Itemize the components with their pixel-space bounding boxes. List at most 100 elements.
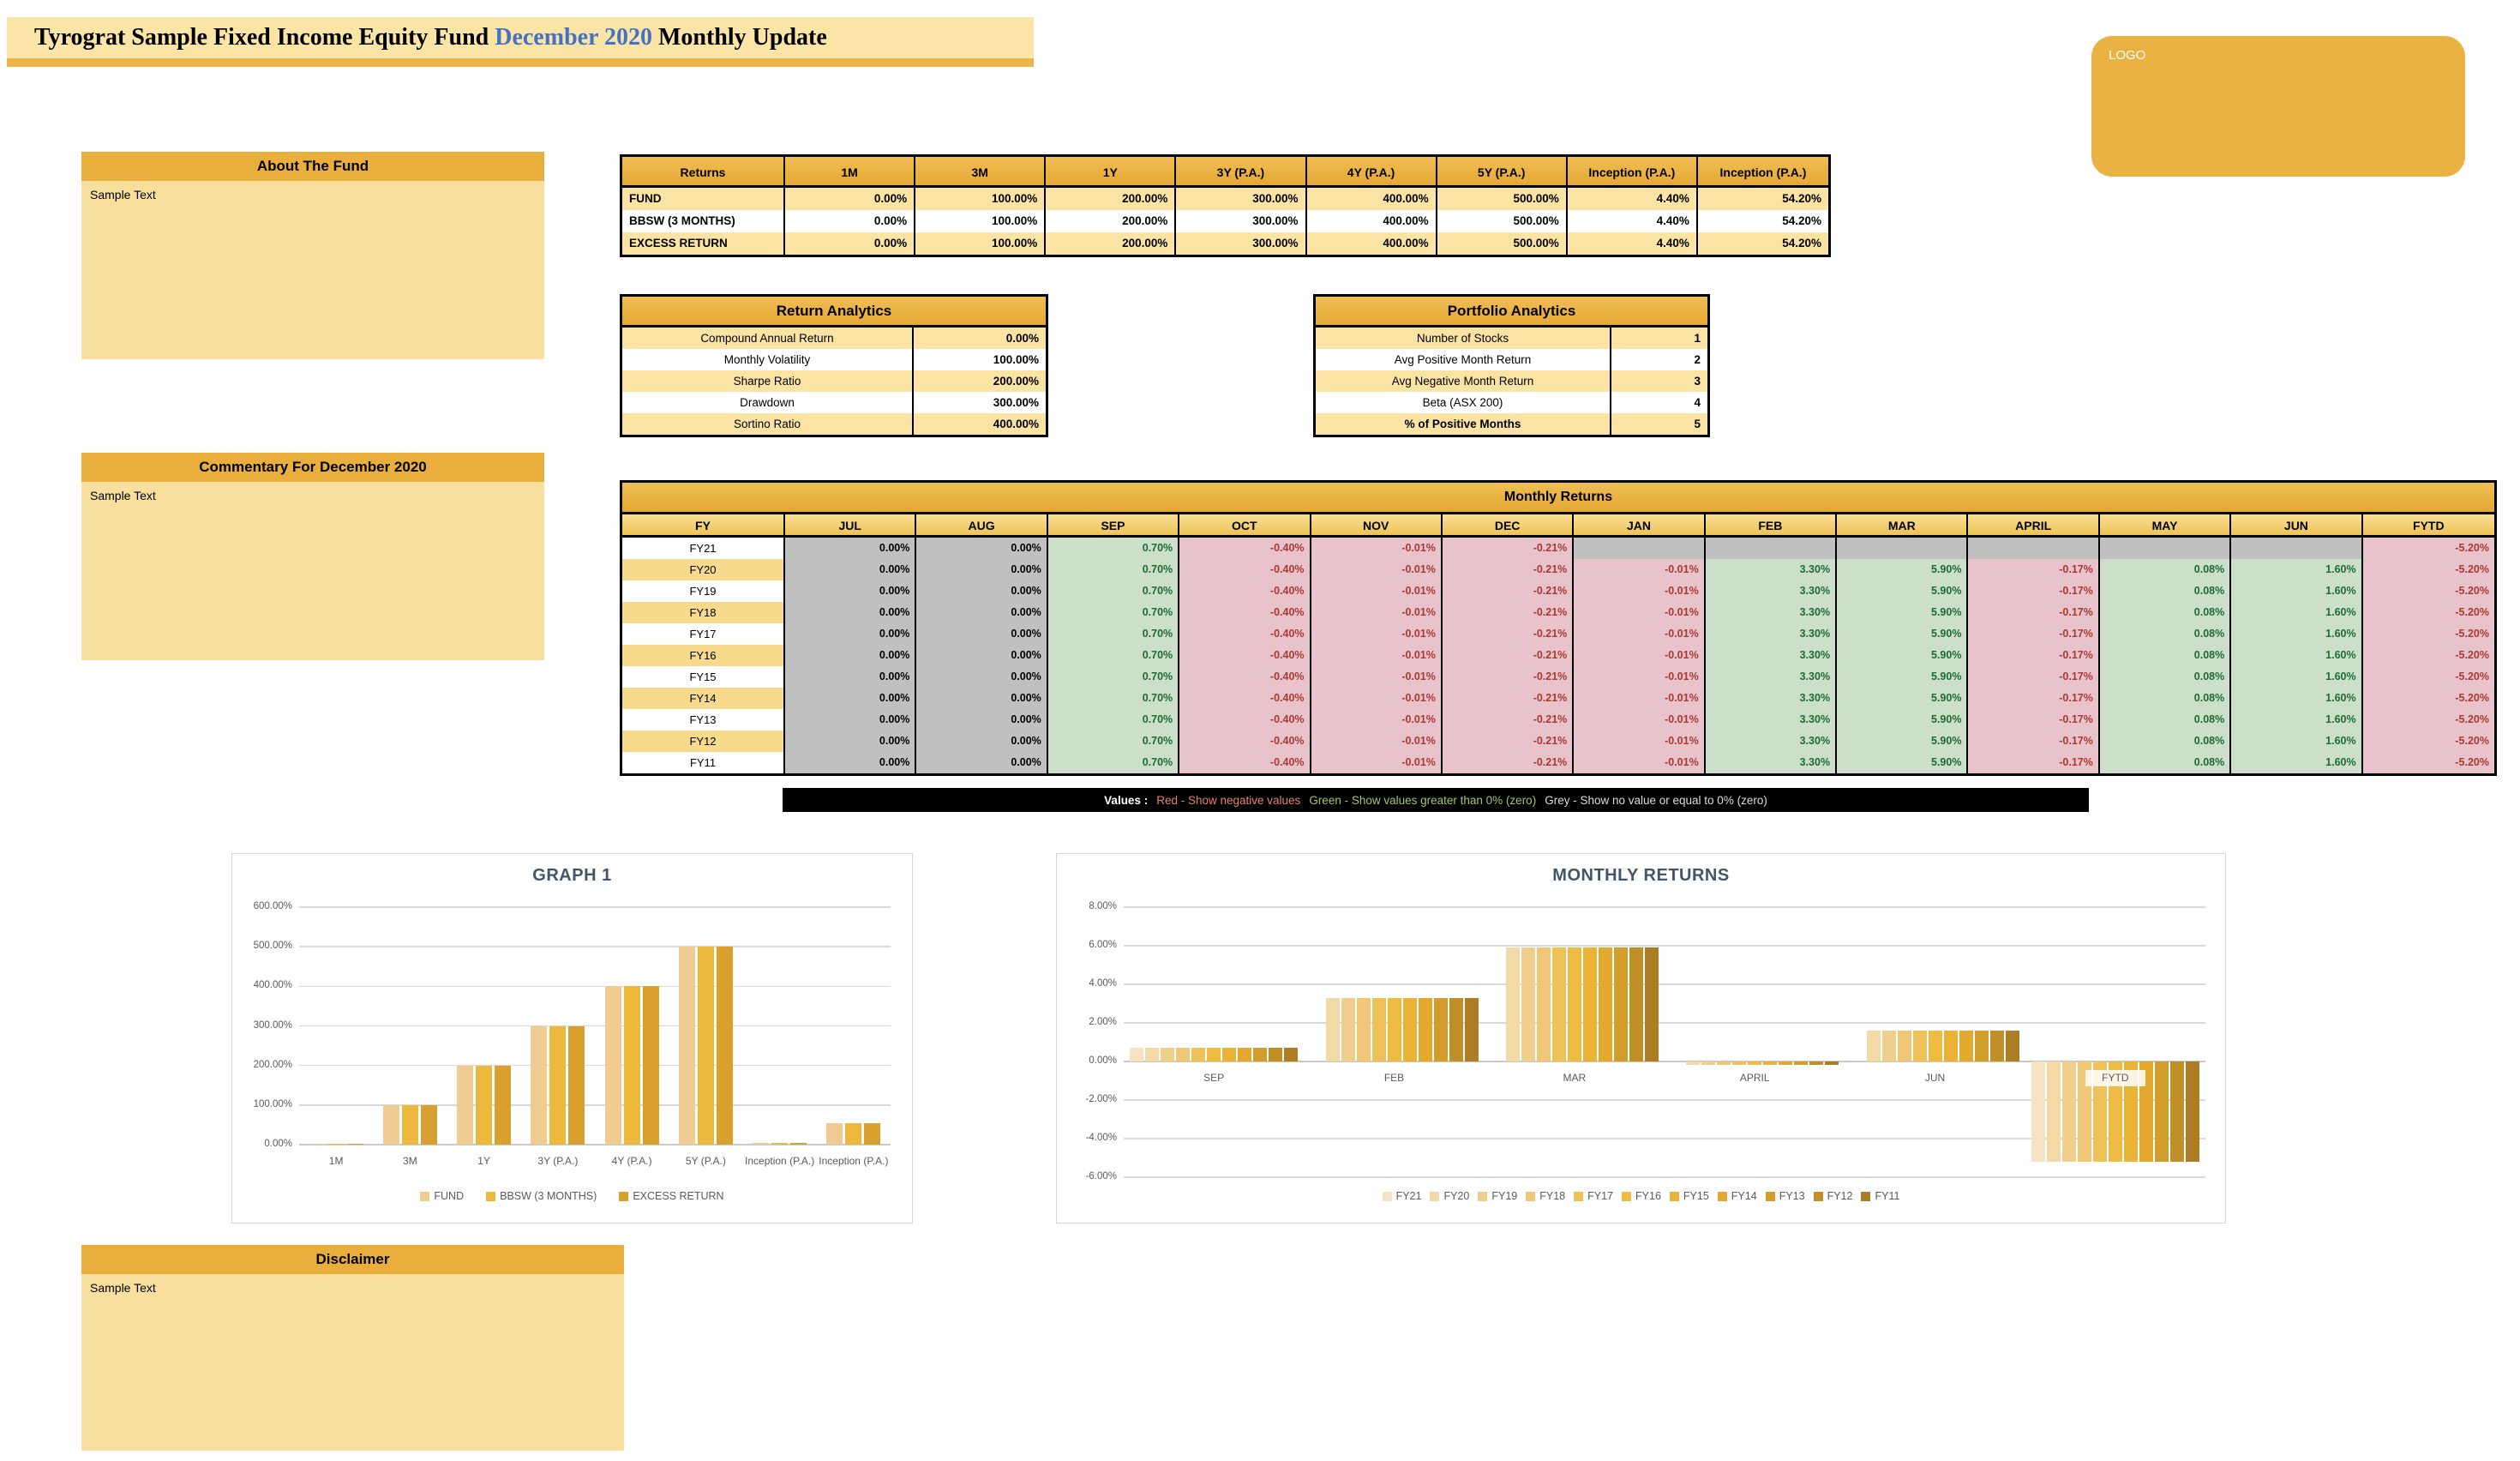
monthly-value-cell: 0.70% <box>1047 688 1180 709</box>
monthly-value-cell: -0.17% <box>1968 580 2100 602</box>
grid-line <box>1124 945 2205 947</box>
monthly-value-cell: 0.70% <box>1047 709 1180 730</box>
bar-bbsw-3-months- <box>771 1142 789 1145</box>
monthly-value-cell: 0.00% <box>785 709 917 730</box>
bar-fy11 <box>1284 1048 1299 1061</box>
disclaimer-header: Disclaimer <box>81 1245 624 1274</box>
legend-swatch <box>1478 1191 1488 1201</box>
grid-line <box>299 1025 891 1027</box>
disclaimer-body: Sample Text <box>81 1274 624 1451</box>
title-prefix: Tyrograt Sample Fixed Income Equity Fund <box>34 24 495 51</box>
analytics-row-label: Compound Annual Return <box>622 328 914 349</box>
y-axis-tick-label: 300.00% <box>253 1019 292 1031</box>
monthly-returns-chart: MONTHLY RETURNS -6.00% -4.00% -2.00% 0.00% 2.… <box>1056 853 2226 1224</box>
legend-label: BBSW (3 MONTHS) <box>500 1190 597 1202</box>
monthly-value-cell: -5.20% <box>2362 752 2494 773</box>
monthly-value-cell: 0.00% <box>785 538 917 559</box>
returns-row-label: BBSW (3 MONTHS) <box>622 210 785 232</box>
monthly-value-cell: 3.30% <box>1705 709 1838 730</box>
analytics-row-label: % of Positive Months <box>1316 413 1611 435</box>
returns-value-cell: 300.00% <box>1176 232 1307 255</box>
bar-fy14 <box>1779 1061 1793 1065</box>
bar-excess-return <box>716 947 733 1145</box>
x-axis-category-label: MAR <box>1544 1070 1605 1087</box>
legend-label: FY20 <box>1443 1190 1470 1202</box>
legend-swatch <box>1861 1191 1871 1201</box>
monthly-value-cell: 3.30% <box>1705 666 1838 688</box>
bar-fy17 <box>1191 1048 1206 1061</box>
return-analytics-table: Return Analytics Compound Annual Return 0.… <box>620 294 1048 437</box>
y-axis-tick-label: -2.00% <box>1085 1094 1117 1104</box>
analytics-row-value: 200.00% <box>914 370 1046 392</box>
analytics-row-label: Sharpe Ratio <box>622 370 914 392</box>
monthly-value-cell: -0.21% <box>1442 752 1575 773</box>
bar-fy18 <box>1536 947 1551 1061</box>
legend-label: FY13 <box>1779 1190 1805 1202</box>
bar-fy18 <box>1897 1031 1911 1061</box>
bar-bbsw-3-months- <box>845 1122 862 1145</box>
monthly-value-cell: -0.01% <box>1574 730 1706 752</box>
bar-fy21 <box>2031 1061 2045 1162</box>
bar-bbsw-3-months- <box>476 1065 493 1145</box>
bar-fund <box>604 986 621 1145</box>
legend-item: FUND <box>420 1190 464 1202</box>
analytics-row-label: Sortino Ratio <box>622 413 914 435</box>
monthly-fy-label: FY12 <box>622 730 785 752</box>
about-the-fund-panel: About The Fund Sample Text <box>81 152 544 359</box>
bar-fund <box>678 947 695 1145</box>
monthly-column-header: NOV <box>1311 514 1443 538</box>
returns-value-cell: 0.00% <box>785 188 916 210</box>
grid-line <box>1124 1022 2205 1024</box>
x-axis-category-label: 1M <box>297 1153 376 1170</box>
chart-legend: FY21 FY20 FY19 FY18 FY17 FY16 FY15 FY14 FY13 FY12… <box>1057 1190 2225 1202</box>
returns-row-label: EXCESS RETURN <box>622 232 785 255</box>
monthly-fy-label: FY20 <box>622 559 785 580</box>
monthly-value-cell: 0.00% <box>785 623 917 645</box>
y-axis-tick-label: -4.00% <box>1085 1133 1117 1143</box>
monthly-value-cell: 0.08% <box>2099 623 2232 645</box>
bar-fy16 <box>1928 1031 1942 1061</box>
monthly-fy-label: FY14 <box>622 688 785 709</box>
y-axis-tick-label: 100.00% <box>253 1098 292 1109</box>
bar-fy12 <box>2169 1061 2184 1162</box>
monthly-value-cell: 1.60% <box>2231 688 2363 709</box>
monthly-column-header: FY <box>622 514 785 538</box>
monthly-value-cell: 1.60% <box>2231 645 2363 666</box>
monthly-value-cell: 3.30% <box>1705 559 1838 580</box>
monthly-value-cell: -0.17% <box>1968 688 2100 709</box>
monthly-value-cell: 3.30% <box>1705 688 1838 709</box>
returns-value-cell: 200.00% <box>1046 188 1177 210</box>
monthly-value-cell: -0.40% <box>1179 666 1311 688</box>
x-axis-category-label: FYTD <box>2085 1070 2145 1087</box>
bar-fund <box>753 1142 770 1145</box>
bar-excess-return <box>642 986 659 1145</box>
monthly-value-cell: -0.01% <box>1574 602 1706 623</box>
monthly-value-cell: 0.70% <box>1047 730 1180 752</box>
graph1-chart: GRAPH 1 0.00% 100.00% 200.00% 300.00% 400.00%… <box>231 853 913 1224</box>
monthly-value-cell: 0.00% <box>785 602 917 623</box>
returns-value-cell: 100.00% <box>915 210 1047 232</box>
bar-bbsw-3-months- <box>623 986 640 1145</box>
y-axis-tick-label: -6.00% <box>1085 1171 1117 1181</box>
monthly-value-cell: -0.17% <box>1968 752 2100 773</box>
monthly-value-cell: 0.00% <box>785 666 917 688</box>
monthly-value-cell: -0.01% <box>1574 666 1706 688</box>
monthly-value-cell: 3.30% <box>1705 602 1838 623</box>
monthly-column-header: FYTD <box>2362 514 2494 538</box>
monthly-value-cell: 0.00% <box>916 709 1048 730</box>
bar-fy13 <box>1613 947 1628 1061</box>
legend-label: FY12 <box>1827 1190 1853 1202</box>
monthly-value-cell: -0.21% <box>1442 666 1575 688</box>
returns-header-cell: Returns <box>622 157 785 188</box>
zero-axis-line <box>299 1144 891 1145</box>
legend-item: FY15 <box>1669 1190 1709 1202</box>
logo-placeholder: LOGO <box>2091 36 2465 177</box>
monthly-value-cell: -0.01% <box>1311 580 1443 602</box>
zero-axis-line <box>1124 1061 2205 1062</box>
returns-header-cell: 1Y <box>1046 157 1177 188</box>
monthly-value-cell: 0.00% <box>916 688 1048 709</box>
monthly-value-cell: -0.40% <box>1179 559 1311 580</box>
bar-bbsw-3-months- <box>549 1025 567 1145</box>
grid-line <box>299 946 891 947</box>
grid-line <box>1124 1099 2205 1101</box>
